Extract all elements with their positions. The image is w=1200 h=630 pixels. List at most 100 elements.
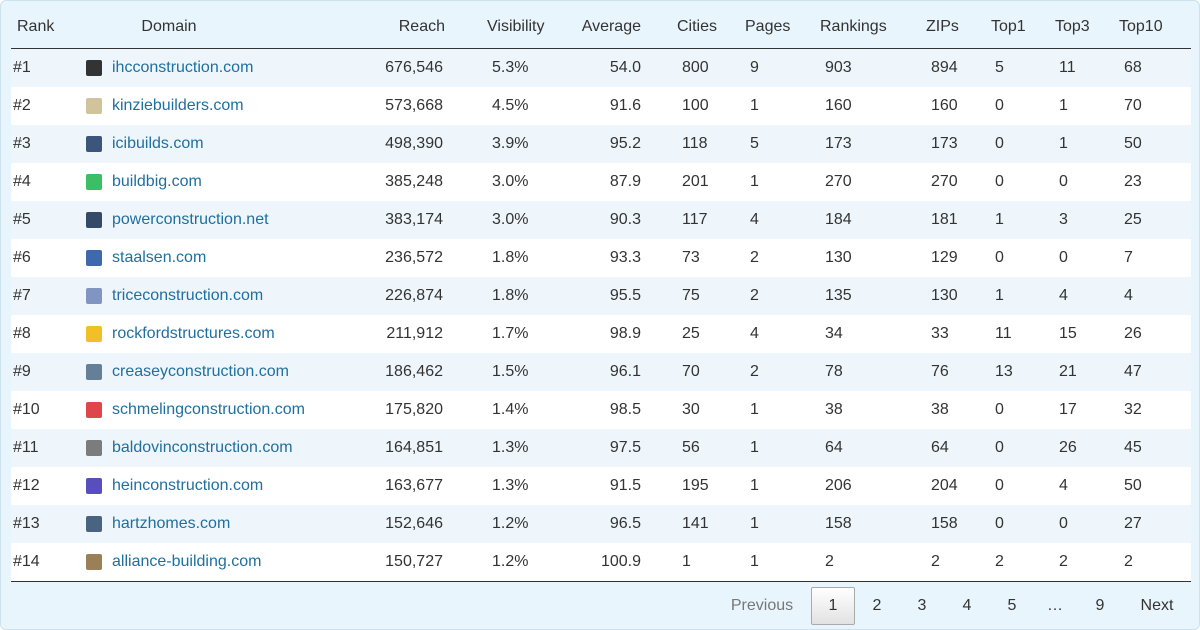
table-cell: 129 — [931, 249, 958, 266]
table-cell: 163,677 — [385, 477, 443, 494]
table-cell: 2 — [1124, 553, 1133, 570]
table-row — [11, 543, 1191, 581]
column-header[interactable]: Domain — [141, 18, 197, 35]
table-cell: #8 — [13, 325, 31, 342]
column-header[interactable]: Average — [581, 18, 641, 35]
table-cell: 0 — [995, 515, 1004, 532]
column-header[interactable]: ZIPs — [926, 18, 959, 35]
table-cell: 158 — [825, 515, 852, 532]
table-cell: 0 — [995, 439, 1004, 456]
table-cell: 150,727 — [385, 553, 443, 570]
domain-link[interactable]: ihcconstruction.com — [112, 59, 254, 76]
table-cell: 181 — [931, 211, 958, 228]
table-cell: 135 — [825, 287, 852, 304]
table-cell: 201 — [682, 173, 709, 190]
table-cell: #7 — [13, 287, 31, 304]
table-cell: 2 — [750, 249, 759, 266]
table-cell: 1.4% — [492, 401, 529, 418]
column-header[interactable]: Pages — [745, 18, 791, 35]
table-cell: 226,874 — [385, 287, 443, 304]
table-row — [11, 505, 1191, 543]
header-rule — [11, 48, 1191, 49]
table-cell: 38 — [931, 401, 949, 418]
domain-link[interactable]: staalsen.com — [112, 249, 207, 266]
domain-link[interactable]: heinconstruction.com — [112, 477, 264, 494]
table-cell: 75 — [682, 287, 700, 304]
domain-icon — [86, 364, 102, 380]
table-row — [11, 201, 1191, 239]
domain-link[interactable]: alliance-building.com — [112, 553, 262, 570]
table-cell: #5 — [13, 211, 31, 228]
domain-link[interactable]: rockfordstructures.com — [112, 325, 275, 342]
table-cell: #3 — [13, 135, 31, 152]
domain-link[interactable]: schmelingconstruction.com — [112, 401, 305, 418]
table-cell: 0 — [1059, 515, 1068, 532]
column-header[interactable]: Cities — [677, 18, 718, 35]
table-cell: 30 — [682, 401, 700, 418]
column-header[interactable]: Rankings — [820, 18, 887, 35]
table-cell: 91.6 — [609, 97, 641, 114]
table-cell: 1 — [750, 553, 759, 570]
pagination-item[interactable]: 1 — [811, 587, 855, 625]
column-header[interactable]: Rank — [17, 18, 55, 35]
domain-link[interactable]: kinziebuilders.com — [112, 97, 244, 114]
table-cell: 87.9 — [609, 173, 641, 190]
table-cell: 206 — [825, 477, 852, 494]
table-cell: 141 — [682, 515, 709, 532]
table-cell: 173 — [825, 135, 852, 152]
table-cell: 50 — [1124, 477, 1142, 494]
table-cell: 1 — [682, 553, 691, 570]
table-cell: #9 — [13, 363, 31, 380]
table-cell: 76 — [931, 363, 949, 380]
pagination-item[interactable]: 4 — [962, 597, 972, 614]
table-cell: 17 — [1059, 401, 1077, 418]
table-cell: 98.9 — [609, 325, 641, 342]
table-row — [11, 391, 1191, 429]
pagination-item[interactable]: 5 — [1007, 597, 1017, 614]
domain-icon — [86, 288, 102, 304]
domain-icon — [86, 98, 102, 114]
table-cell: 1.5% — [492, 363, 529, 380]
table-cell: 1.3% — [492, 477, 529, 494]
table-cell: 4.5% — [492, 97, 529, 114]
pagination-item[interactable]: 9 — [1095, 597, 1105, 614]
column-header[interactable]: Visibility — [487, 18, 545, 35]
pagination-item[interactable]: Next — [1140, 597, 1174, 614]
table-cell: 5 — [750, 135, 759, 152]
domain-link[interactable]: buildbig.com — [112, 173, 202, 190]
table-cell: 0 — [995, 135, 1004, 152]
table-cell: 164,851 — [385, 439, 443, 456]
table-cell: 383,174 — [385, 211, 443, 228]
column-header[interactable]: Top1 — [991, 18, 1026, 35]
domain-link[interactable]: baldovinconstruction.com — [112, 439, 293, 456]
column-header[interactable]: Reach — [398, 18, 445, 35]
domain-link[interactable]: hartzhomes.com — [112, 515, 231, 532]
table-row — [11, 125, 1191, 163]
table-cell: 11 — [1059, 59, 1076, 76]
table-row — [11, 353, 1191, 391]
table-cell: 4 — [1059, 287, 1068, 304]
pagination-item[interactable]: … — [1047, 597, 1063, 614]
table-cell: 1 — [995, 287, 1004, 304]
table-row — [11, 277, 1191, 315]
pagination-item[interactable]: 3 — [917, 597, 927, 614]
table-cell: 97.5 — [609, 439, 641, 456]
column-header[interactable]: Top10 — [1119, 18, 1163, 35]
table-cell: 175,820 — [385, 401, 443, 418]
domain-link[interactable]: icibuilds.com — [112, 135, 204, 152]
table-cell: #6 — [13, 249, 31, 266]
column-header[interactable]: Top3 — [1055, 18, 1090, 35]
domain-icon — [86, 250, 102, 266]
domain-link[interactable]: powerconstruction.net — [112, 211, 269, 228]
pagination-item[interactable]: Previous — [730, 597, 794, 614]
domain-link[interactable]: triceconstruction.com — [112, 287, 264, 304]
table-cell: 13 — [995, 363, 1013, 380]
table-cell: 7 — [1124, 249, 1133, 266]
table-row — [11, 163, 1191, 201]
table-cell: 93.3 — [609, 249, 641, 266]
table-row — [11, 49, 1191, 87]
domain-link[interactable]: creaseyconstruction.com — [112, 363, 289, 380]
pagination-item[interactable]: 2 — [872, 597, 882, 614]
table-cell: 38 — [825, 401, 843, 418]
table-cell: 2 — [750, 287, 759, 304]
